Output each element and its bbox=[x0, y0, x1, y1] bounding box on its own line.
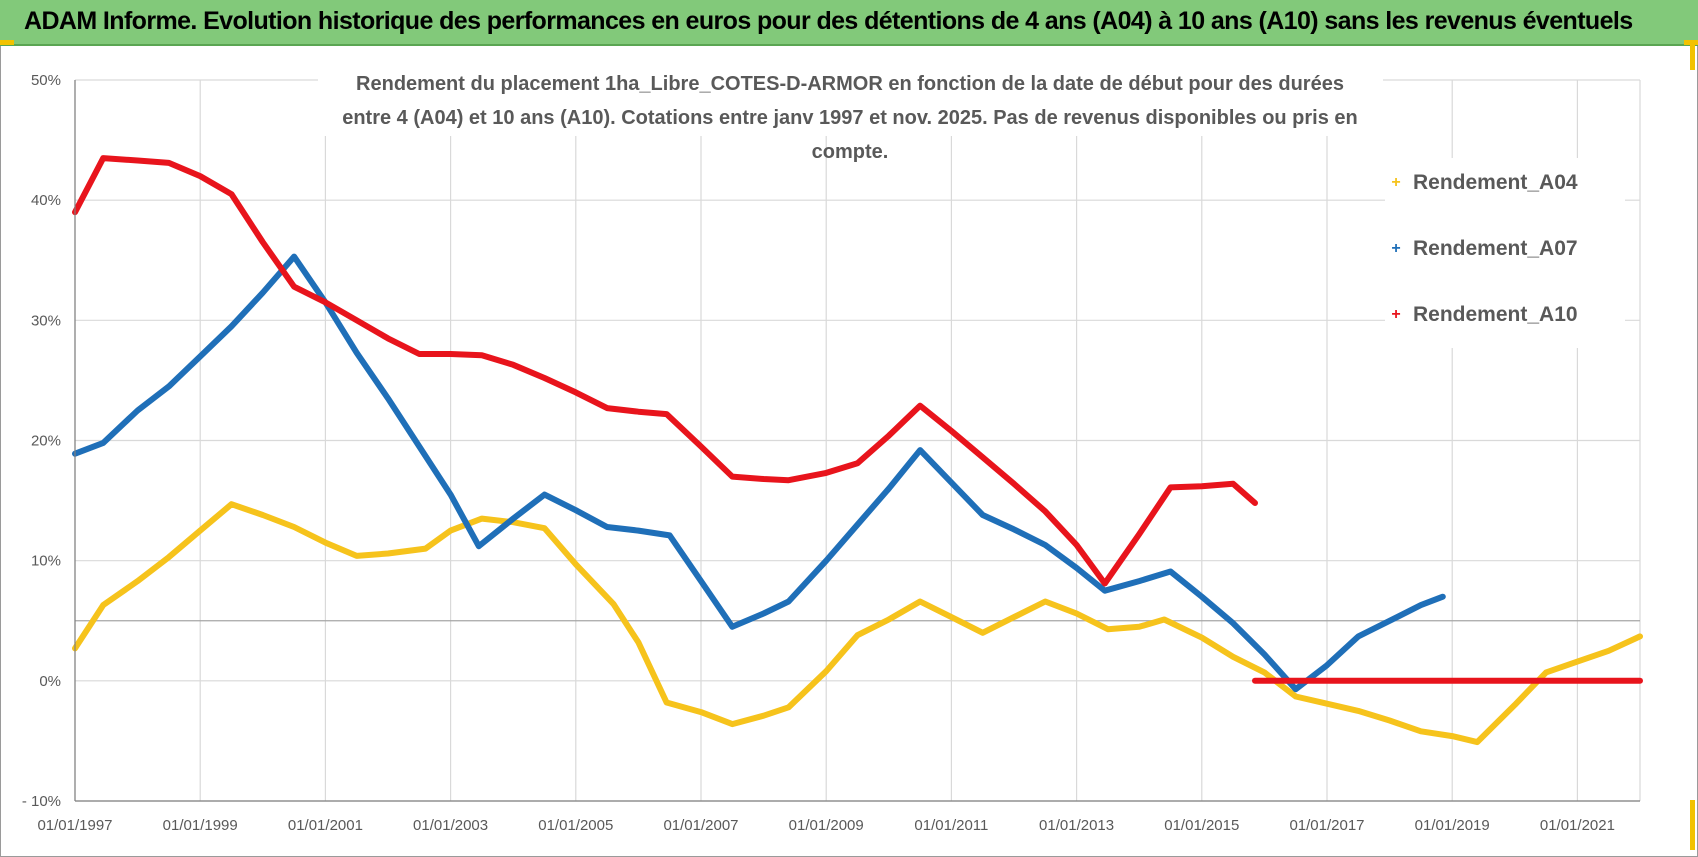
y-tick-label: 0% bbox=[39, 673, 61, 690]
x-tick-label: 01/01/2007 bbox=[663, 817, 738, 834]
corner-mark-bottom-right bbox=[1690, 800, 1695, 850]
y-tick-label: 40% bbox=[31, 192, 61, 209]
corner-mark-right-vertical bbox=[1690, 40, 1695, 70]
x-tick-label: 01/01/2005 bbox=[538, 817, 613, 834]
header-banner: ADAM Informe. Evolution historique des p… bbox=[0, 0, 1698, 46]
x-tick-label: 01/01/2009 bbox=[789, 817, 864, 834]
series-layer bbox=[72, 155, 1643, 746]
chart-title-background bbox=[318, 62, 1383, 136]
y-tick-label: 10% bbox=[31, 553, 61, 570]
y-tick-label: 30% bbox=[31, 312, 61, 329]
legend-label-a04: Rendement_A04 bbox=[1413, 171, 1578, 194]
legend-marker-a07: + bbox=[1391, 240, 1401, 257]
y-tick-label: 50% bbox=[31, 72, 61, 89]
x-tick-label: 01/01/2011 bbox=[914, 817, 988, 834]
x-tick-label: 01/01/2013 bbox=[1039, 817, 1114, 834]
series-line-rendement-a10 bbox=[72, 155, 1258, 587]
x-tick-label: 01/01/1997 bbox=[37, 817, 112, 834]
page-title: ADAM Informe. Evolution historique des p… bbox=[24, 7, 1633, 35]
x-tick-label: 01/01/2001 bbox=[288, 817, 363, 834]
series-line-rendement-a04 bbox=[72, 501, 1643, 746]
legend-label-a10: Rendement_A10 bbox=[1413, 303, 1578, 326]
corner-mark-top-left bbox=[0, 40, 14, 45]
x-tick-label: 01/01/2003 bbox=[413, 817, 488, 834]
chart-legend: + Rendement_A04 + Rendement_A07 + Rendem… bbox=[1385, 158, 1625, 348]
x-tick-label: 01/01/2017 bbox=[1289, 817, 1364, 834]
axis-layer: - 10% 0% 10% 20% 30% 40% 50% 01/01/1997 01/01/19… bbox=[22, 72, 1640, 834]
legend-item-a07: + Rendement_A07 bbox=[1385, 234, 1578, 264]
y-tick-label: 20% bbox=[31, 433, 61, 450]
legend-marker-a10: + bbox=[1391, 306, 1401, 323]
chart-title-line-1: Rendement du placement 1ha_Libre_COTES-D… bbox=[356, 73, 1344, 95]
legend-label-a07: Rendement_A07 bbox=[1413, 237, 1578, 260]
x-tick-label: 01/01/2019 bbox=[1415, 817, 1490, 834]
y-tick-label: - 10% bbox=[22, 793, 61, 810]
x-tick-label: 01/01/1999 bbox=[163, 817, 238, 834]
legend-item-a04: + Rendement_A04 bbox=[1385, 168, 1578, 198]
chart-title-line-2: entre 4 (A04) et 10 ans (A10). Cotations… bbox=[342, 107, 1358, 163]
series-line-rendement-a07 bbox=[72, 253, 1446, 693]
chart-title: Rendement du placement 1ha_Libre_COTES-D… bbox=[320, 67, 1380, 169]
legend-item-a10: + Rendement_A10 bbox=[1385, 300, 1578, 330]
legend-marker-a04: + bbox=[1391, 174, 1401, 191]
x-tick-label: 01/01/2015 bbox=[1164, 817, 1239, 834]
x-tick-label: 01/01/2021 bbox=[1540, 817, 1615, 834]
